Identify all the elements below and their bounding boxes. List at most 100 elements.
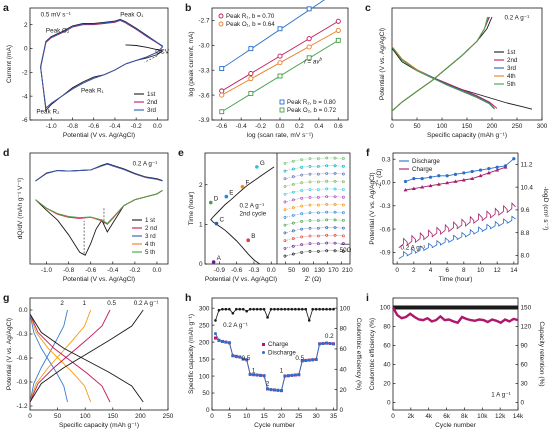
plot-frame-d [29, 152, 169, 265]
legend-label-c: 5th [507, 81, 516, 88]
profile-marker-label-B: B [251, 233, 255, 240]
legend-label-f: Charge [412, 166, 433, 173]
data-point [219, 92, 225, 98]
eis-point [291, 167, 295, 171]
discharge-point-h [220, 339, 224, 343]
x-tick-label-e: 170 [328, 267, 339, 274]
legend-marker-b [279, 99, 285, 105]
panel-g-rate-profiles: 0 50 100 150 200 250 -1.2 -0.9 -0.6 -0.3 0.0 Specif… [3, 292, 174, 429]
eis-point [291, 175, 295, 179]
y-tick-label-b: -3.3 [198, 67, 209, 74]
y-tick-label-f: 0.0 [382, 180, 391, 187]
logd-discharge-point [420, 177, 424, 181]
data-point [219, 88, 225, 94]
eis-point [341, 249, 345, 253]
panel-a-cv-curves: -1.0 -0.8 -0.6 -0.4 -0.2 0.0 -6 -4 -2 0 2 Potential… [3, 2, 170, 139]
ce-point-h [311, 307, 314, 311]
logd-charge-point [445, 180, 450, 185]
eis-point [308, 188, 312, 191]
eis-point [341, 234, 345, 238]
data-point [277, 26, 283, 32]
eis-point [308, 226, 312, 230]
x-tick-label-e: 0.0 [267, 267, 276, 274]
annotation-c: 0.2 A g⁻¹ [505, 15, 530, 22]
x-tick-label-c: 200 [487, 123, 498, 130]
ce-point-h [245, 309, 249, 313]
x-tick-label-c: 300 [537, 123, 548, 130]
discharge-point-h [286, 374, 290, 378]
y-axis-label-g: Potential (V vs. Ag/AgCl) [6, 318, 13, 390]
ce-point-h [221, 307, 224, 311]
logd-charge-point [436, 182, 441, 186]
rate-charge-2 A g⁻¹ [29, 309, 68, 403]
data-point [306, 55, 312, 61]
right-y-tick-label-f: 11.2 [521, 162, 533, 169]
y-tick-label-g: -0.3 [16, 331, 27, 338]
annotation-e: 2nd cycle [240, 211, 267, 218]
annotation-a: Peak R₁ [81, 88, 104, 95]
annotation-a: OCV [155, 48, 169, 55]
y-axis-label-h: Specific capacity (mAh g⁻¹) [188, 314, 195, 394]
profile-marker-F [240, 184, 245, 189]
discharge-point-h [328, 341, 332, 345]
discharge-point-h [231, 354, 235, 358]
eis-point [283, 192, 287, 196]
logd-charge-point [495, 168, 500, 172]
logd-discharge-point [403, 179, 408, 184]
right-y-tick-label-h: 60 [340, 346, 348, 353]
y-tick-label-g: -1.2 [16, 403, 27, 410]
legend-label-b: Peak R₁, b = 0.70 [226, 13, 275, 20]
ce-point-h [255, 307, 259, 311]
y-tick-label-g: -0.6 [16, 355, 27, 362]
legend-label-c: 1st [507, 49, 516, 56]
ce-point-h [328, 307, 332, 311]
logd-discharge-point [495, 165, 499, 169]
logd-charge-point [486, 170, 491, 175]
x-tick-label-a: 0.0 [153, 123, 162, 130]
logd-charge-point [411, 186, 416, 190]
right-y-tick-label-h: 80 [340, 326, 348, 333]
logd-charge-point [453, 179, 458, 183]
dqdv-curve-3 rd [35, 163, 163, 182]
y-tick-label-a: -6 [22, 117, 28, 124]
eis-point [325, 195, 329, 199]
eis-point [333, 179, 337, 183]
eis-point [341, 188, 345, 191]
right-y-axis-label-f: -logD (cm² s⁻¹) [542, 187, 549, 231]
profile-marker-label-A: A [217, 255, 222, 262]
x-tick-label-f: 0 [395, 267, 399, 274]
eis-point [300, 220, 304, 223]
rate-charge-1 A g⁻¹ [29, 309, 92, 403]
discharge-point-h [325, 341, 329, 345]
discharge-point-h [262, 374, 266, 378]
data-point [219, 66, 225, 72]
rate-discharge-0.5 A g⁻¹ [29, 313, 111, 403]
x-tick-label-f: 14 [510, 267, 518, 274]
discharge-point-h [224, 340, 228, 344]
legend-label-h: Discharge [268, 350, 296, 357]
ce-point-h [228, 307, 231, 311]
right-y-tick-label-f: 8.0 [521, 253, 530, 260]
panel-label-h: h [185, 292, 191, 304]
data-point [277, 73, 283, 79]
x-axis-label-e-left: Potential (V vs. Ag/AgCl) [205, 276, 277, 283]
cv-curve-1st [40, 18, 164, 112]
eis-point [291, 213, 295, 217]
x-tick-label-b: -0.2 [255, 123, 266, 130]
eis-point [308, 219, 312, 222]
legend-label-h: Charge [268, 341, 289, 348]
y-tick-label-b: -2.7 [198, 18, 209, 25]
eis-point [316, 188, 320, 191]
x-tick-label-e: -0.6 [231, 267, 242, 274]
annotation-h: 2 [266, 381, 270, 388]
ce-point-h [241, 307, 245, 311]
annotation-f: 0.2 A g⁻¹ [401, 244, 426, 251]
discharge-point-h [238, 355, 242, 359]
y-tick-label-h: 300 [199, 305, 210, 312]
x-tick-label-h: 15 [261, 413, 269, 420]
eis-point [300, 158, 304, 161]
x-tick-label-b: -0.6 [216, 123, 227, 130]
eis-point [333, 233, 337, 237]
plot-frame-g [29, 297, 169, 411]
eis-point [300, 212, 304, 216]
